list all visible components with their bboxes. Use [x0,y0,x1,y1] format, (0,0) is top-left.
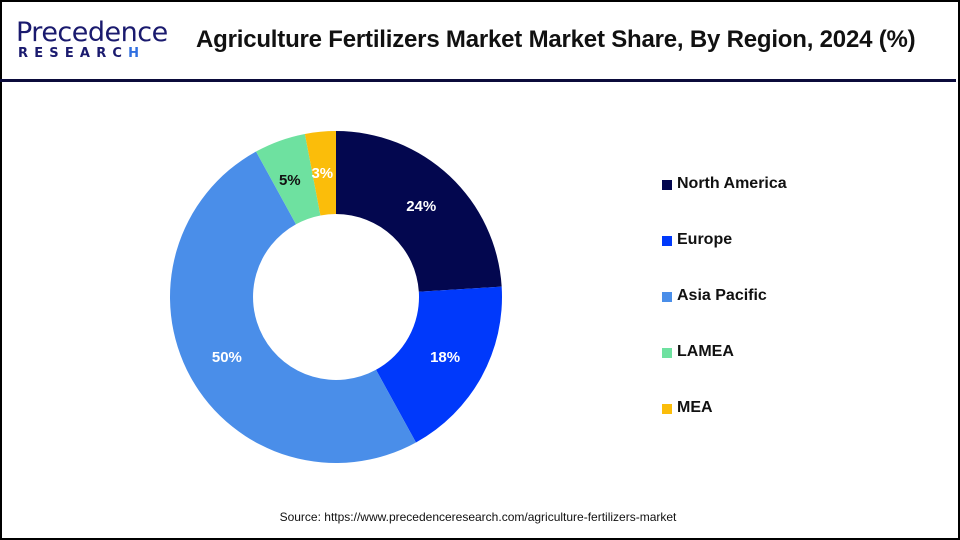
source-note: Source: https://www.precedenceresearch.c… [279,510,677,524]
data-label: 24% [406,198,436,215]
donut-slice-asia-pacific [170,151,416,464]
legend-label: LAMEA [677,343,734,360]
logo-subtitle-h: H [128,46,146,61]
data-label: 5% [279,172,301,189]
logo-subtitle-c: C [112,46,129,61]
donut-slice-lamea [256,133,321,225]
legend-swatch [662,348,672,358]
data-label: 50% [212,349,242,366]
donut-slice-north-america [336,131,502,292]
donut-chart: 24% 18% 50% 5% 3% [160,120,520,480]
donut-slice-europe [375,286,502,443]
logo-subtitle: RESEARCH [18,46,145,61]
legend-swatch [662,292,672,302]
chart-title: Agriculture Fertilizers Market Market Sh… [196,26,916,53]
legend-label: Europe [677,231,733,248]
legend-label: MEA [677,399,713,416]
logo-subtitle-text: RESEAR [18,46,113,61]
donut-chart-svg: 24% 18% 50% 5% 3% [170,131,502,464]
logo-wordmark: Precedence [16,17,168,48]
legend-label: North America [677,175,787,192]
legend-swatch [662,236,672,246]
data-label: 3% [311,165,333,182]
legend-label: Asia Pacific [677,287,767,304]
legend-swatch [662,404,672,414]
donut-slice-mea [304,131,336,216]
header: Precedence RESEARCH Agriculture Fertiliz… [0,0,956,79]
precedence-research-logo: Precedence RESEARCH [16,18,168,64]
header-divider [0,79,956,82]
legend-swatch [662,180,672,190]
data-label: 18% [430,349,460,366]
